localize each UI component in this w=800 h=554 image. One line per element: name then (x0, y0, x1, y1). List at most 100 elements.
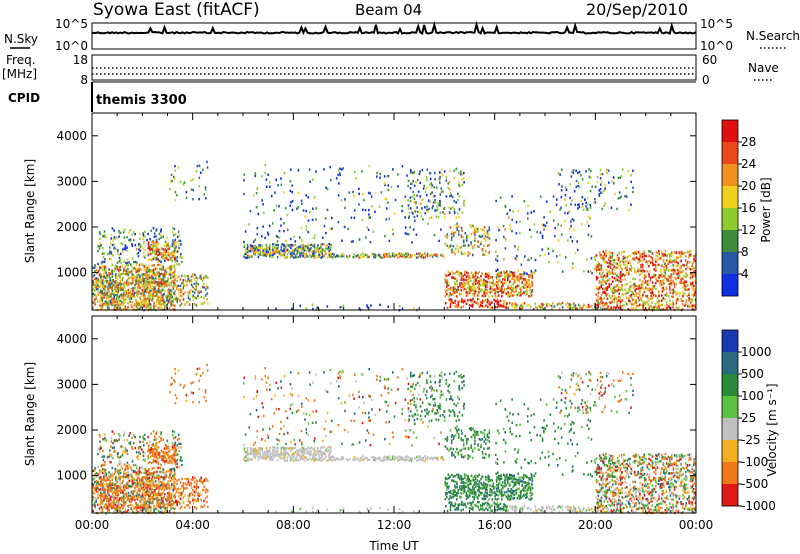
power-cell (493, 298, 496, 301)
power-cell (467, 251, 469, 254)
power-cell (136, 270, 139, 273)
velocity-cell (172, 483, 175, 486)
power-cell (113, 306, 115, 310)
power-cell (422, 256, 424, 259)
power-cell (173, 264, 176, 267)
velocity-cell (163, 455, 166, 458)
power-cell (665, 268, 668, 271)
power-cell (606, 171, 608, 175)
power-cell (489, 291, 492, 294)
power-cell (427, 210, 430, 213)
velocity-cell (108, 455, 111, 458)
power-cell (599, 173, 602, 176)
power-cell (422, 187, 425, 190)
velocity-cell (136, 473, 139, 476)
power-cell (131, 275, 134, 278)
power-cell (603, 189, 605, 192)
power-cell (598, 279, 601, 283)
power-cell (283, 253, 286, 257)
power-cell (521, 304, 524, 308)
power-cell (573, 305, 575, 308)
power-cell (310, 255, 313, 258)
power-cell (458, 184, 460, 187)
power-cell (536, 230, 538, 234)
power-cell (406, 252, 409, 255)
power-cell (145, 299, 147, 302)
power-cell (157, 263, 160, 266)
power-cell (285, 239, 287, 243)
power-cell (174, 233, 177, 236)
power-cell (473, 286, 476, 290)
power-cell (274, 250, 276, 253)
power-cell (607, 293, 609, 296)
power-cell (432, 201, 435, 204)
power-cell (691, 286, 694, 289)
power-cell (119, 286, 121, 290)
power-cell (127, 281, 130, 285)
power-cell (362, 193, 364, 196)
power-cell (667, 261, 670, 264)
power-cell (503, 288, 506, 291)
power-cell (92, 275, 95, 278)
power-cell (464, 281, 466, 285)
velocity-cell (95, 484, 97, 487)
power-cell (481, 282, 484, 286)
power-cell (165, 244, 168, 247)
power-cell (378, 253, 380, 257)
power-cell (393, 212, 396, 215)
power-cell (518, 291, 520, 294)
power-cell (102, 293, 104, 296)
power-cell (601, 207, 603, 211)
velocity-cell (176, 438, 179, 442)
power-cell (379, 256, 382, 259)
velocity-cell (148, 479, 151, 483)
power-cell (439, 201, 441, 204)
power-cell (463, 181, 465, 184)
power-cell (509, 224, 511, 227)
power-cell (672, 290, 675, 293)
power-cell (521, 277, 524, 280)
power-cell (661, 264, 664, 267)
power-cell (661, 253, 664, 256)
power-cell (474, 282, 477, 286)
power-cell (608, 261, 611, 265)
power-cell (630, 306, 633, 309)
power-cell (661, 279, 663, 283)
power-cell (598, 265, 601, 268)
power-cell (495, 290, 498, 293)
power-cell (516, 278, 519, 281)
power-cell (172, 287, 174, 290)
power-cell (121, 302, 123, 305)
power-cell (603, 254, 606, 257)
power-cell (477, 286, 479, 289)
power-cell (103, 285, 105, 288)
power-cell (93, 299, 96, 303)
power-cell (640, 266, 642, 269)
power-cell (323, 248, 325, 251)
power-cell (137, 273, 140, 277)
power-cell (95, 284, 97, 287)
power-cell (645, 260, 648, 263)
velocity-cell (135, 473, 137, 477)
power-cell (149, 248, 151, 252)
power-cell (125, 283, 128, 286)
power-cell (146, 302, 148, 306)
power-cell (173, 254, 176, 257)
power-cell (173, 227, 176, 231)
power-cell (596, 270, 598, 273)
power-cell (457, 305, 460, 308)
power-cell (481, 305, 484, 308)
power-cell (117, 296, 120, 299)
power-cell (134, 291, 136, 294)
power-cell (141, 245, 143, 248)
power-cell (126, 272, 128, 276)
velocity-cell (158, 454, 161, 458)
velocity-cell (135, 471, 138, 474)
power-cell (124, 289, 126, 293)
velocity-cell (160, 439, 162, 442)
power-cell (107, 285, 109, 289)
power-cell (573, 302, 575, 305)
power-cell (516, 254, 518, 258)
velocity-cell (151, 451, 153, 454)
power-cell (501, 295, 503, 298)
